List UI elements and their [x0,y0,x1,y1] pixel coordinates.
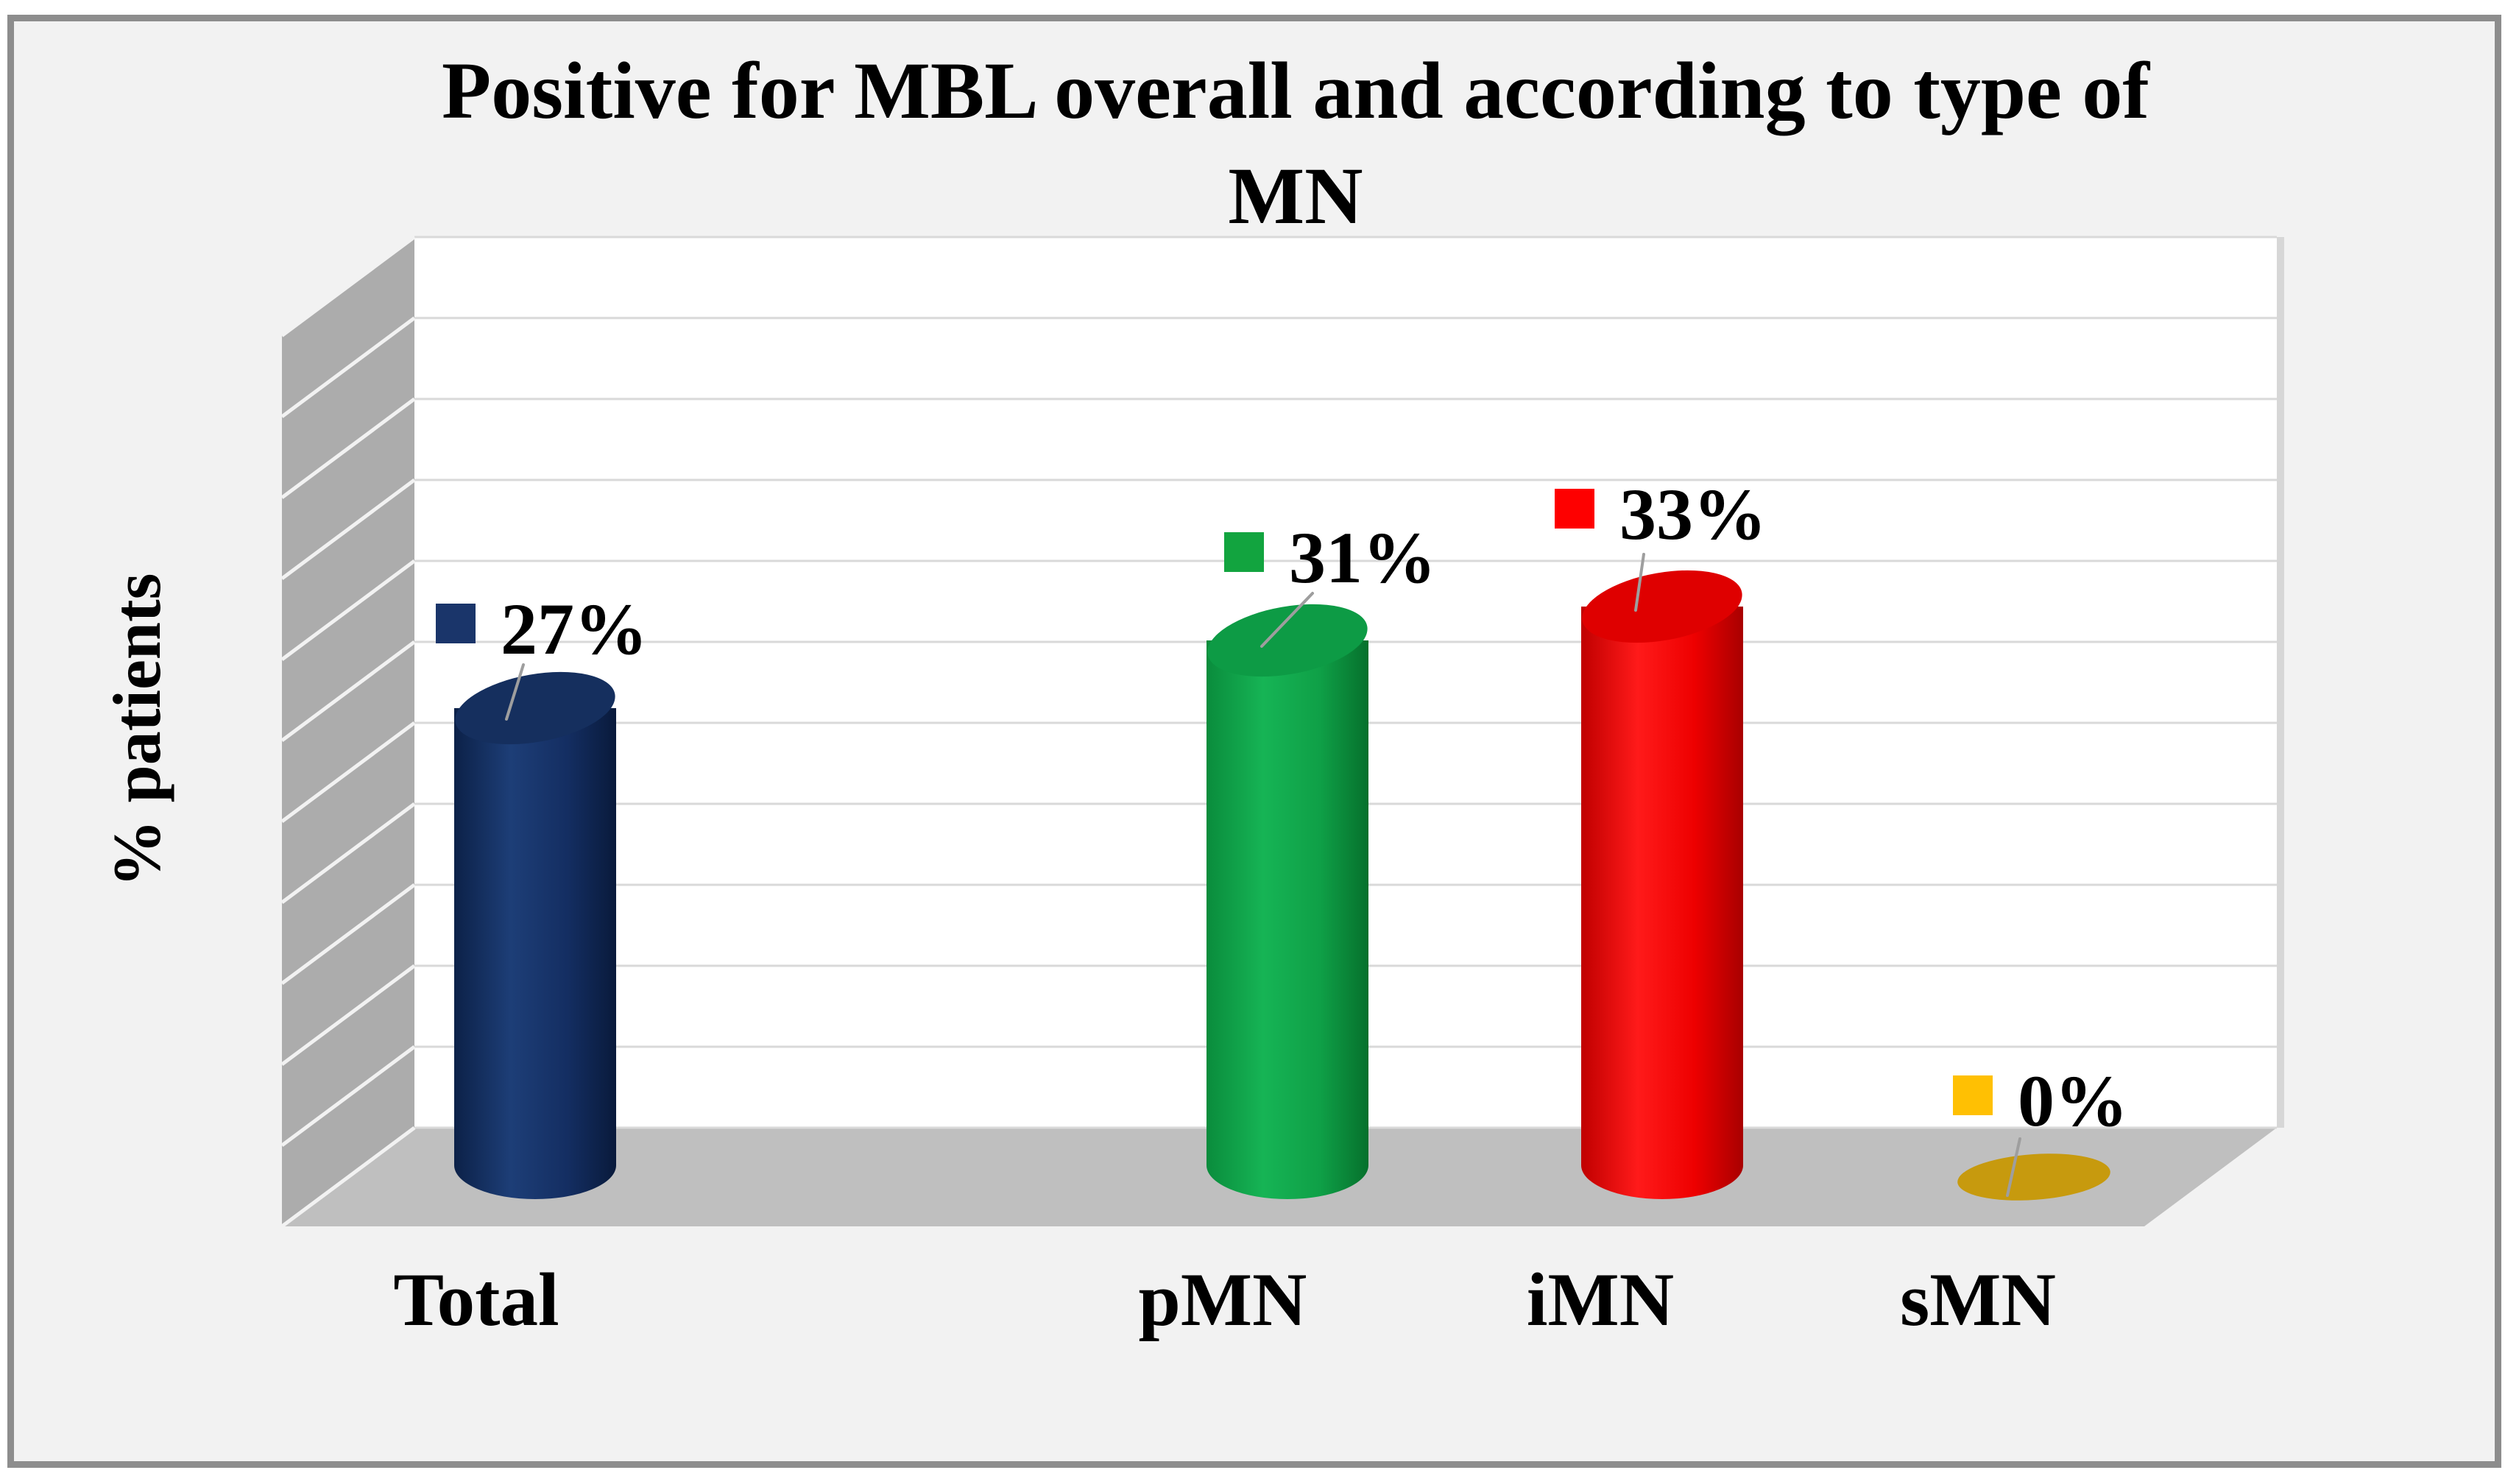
cylinder-body-Total [454,708,616,1199]
side-wall-gridline [280,1126,416,1229]
chart-title: Positive for MBL overall and according t… [409,38,2183,249]
side-wall-gridline [280,1045,416,1148]
leader-line-pMN [1260,592,1314,648]
chart-title-line2: MN [1228,151,1363,241]
category-label-pMN: pMN [1139,1258,1307,1342]
side-wall-gridline [280,802,416,905]
leader-line-Total [505,663,525,721]
wall-edge-shadow [2277,237,2284,1128]
cylinder-body-pMN [1206,640,1368,1199]
value-key-square-pMN [1224,532,1264,572]
value-key-square-iMN [1555,489,1594,529]
cylinder-top-iMN [1582,570,1742,643]
leader-line-sMN [2006,1137,2021,1197]
value-key-square-Total [436,604,476,643]
value-label-pMN: 31% [1289,517,1436,598]
value-key-square-sMN [1953,1075,1993,1115]
value-label-sMN: 0% [2018,1060,2128,1142]
cylinder-top-Total [455,671,615,745]
cylinder-top-pMN [1207,604,1368,677]
category-label-iMN: iMN [1527,1258,1674,1342]
side-wall-gridline [280,883,416,986]
category-label-Total: Total [393,1258,559,1342]
side-wall-gridline [280,478,416,581]
side-wall-gridline [280,559,416,662]
side-wall-gridline [280,397,416,500]
leader-line-iMN [1634,553,1645,612]
value-label-iMN: 33% [1619,473,1767,555]
side-wall-gridline [280,316,416,419]
cylinder-body-iMN [1581,607,1743,1199]
value-label-Total: 27% [501,588,648,670]
zero-disc-sMN [1957,1153,2110,1201]
side-wall [282,237,414,1226]
chart-title-line1: Positive for MBL overall and according t… [442,46,2149,135]
category-label-sMN: sMN [1900,1258,2056,1342]
side-wall-gridline [280,235,416,338]
side-wall-gridline [280,964,416,1067]
side-wall-gridline [280,640,416,743]
side-wall-gridline [280,721,416,824]
